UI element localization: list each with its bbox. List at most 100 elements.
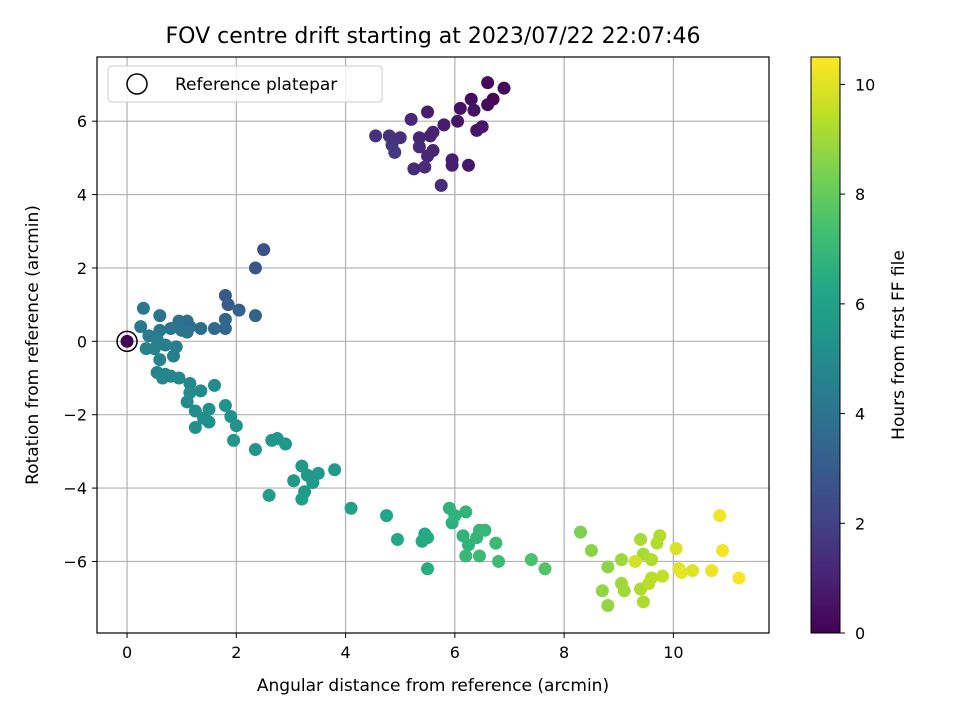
data-point	[232, 303, 246, 317]
data-point	[194, 321, 208, 335]
data-point	[404, 112, 418, 126]
data-point	[617, 584, 631, 598]
reference-platepar-marker	[116, 330, 138, 353]
data-point	[655, 569, 669, 583]
data-point	[180, 395, 194, 409]
data-point	[636, 595, 650, 609]
legend-marker-icon	[126, 73, 148, 95]
data-point	[202, 415, 216, 429]
data-point	[295, 492, 309, 506]
data-point	[426, 125, 440, 139]
data-point	[459, 549, 473, 563]
data-point	[166, 349, 180, 363]
y-tick-label: 2	[77, 259, 87, 278]
x-tick-label: 0	[122, 643, 132, 662]
legend-box	[107, 65, 383, 103]
data-point	[628, 554, 642, 568]
x-tick-label: 10	[663, 643, 683, 662]
data-point	[481, 98, 495, 112]
data-point	[139, 342, 153, 356]
data-point	[497, 81, 511, 95]
data-point	[311, 466, 325, 480]
data-point	[262, 488, 276, 502]
data-point	[415, 534, 429, 548]
colorbar-label: Hours from first FF file	[889, 250, 909, 440]
y-tick-label: 6	[77, 112, 87, 131]
y-tick-label: −2	[63, 406, 87, 425]
data-point	[421, 149, 435, 163]
legend: Reference platepar	[107, 65, 383, 103]
data-point	[164, 321, 178, 335]
data-point	[248, 443, 262, 457]
data-point	[459, 505, 473, 519]
data-point	[407, 162, 421, 176]
data-point	[574, 525, 588, 539]
x-axis-ticks: 0 2 4 6 8 10	[122, 633, 684, 662]
data-point	[421, 562, 435, 576]
data-point	[645, 553, 659, 567]
data-point	[524, 553, 538, 567]
data-point	[445, 158, 459, 172]
data-point	[451, 114, 465, 128]
data-point	[218, 312, 232, 326]
data-point	[328, 463, 342, 477]
y-axis-ticks: −6 −4 −2 0 2 4 6	[63, 112, 97, 571]
chart-title: FOV centre drift starting at 2023/07/22 …	[166, 24, 701, 49]
data-point	[492, 554, 506, 568]
data-point	[153, 309, 167, 323]
data-point	[538, 562, 552, 576]
y-tick-label: −4	[63, 479, 87, 498]
data-point	[434, 178, 448, 192]
colorbar-tick-label: 10	[855, 75, 875, 94]
data-point	[614, 553, 628, 567]
data-point	[601, 598, 615, 612]
y-tick-label: 4	[77, 186, 87, 205]
data-point	[120, 334, 134, 348]
data-point	[584, 543, 598, 557]
data-point	[675, 565, 689, 579]
plot-frame	[96, 56, 770, 634]
data-point	[437, 118, 451, 132]
data-point	[464, 92, 478, 106]
data-point	[421, 105, 435, 119]
y-tick-label: 0	[77, 332, 87, 351]
data-point	[489, 536, 503, 550]
colorbar-tick-label: 0	[855, 624, 865, 643]
data-point	[467, 103, 481, 117]
data-point	[344, 501, 358, 515]
data-point	[475, 120, 489, 134]
data-point	[595, 584, 609, 598]
data-point	[732, 571, 746, 585]
data-point	[448, 509, 462, 523]
data-point	[278, 437, 292, 451]
data-point	[380, 509, 394, 523]
colorbar-tick-label: 2	[855, 514, 865, 533]
data-point	[221, 298, 235, 312]
data-point	[478, 523, 492, 537]
data-point	[227, 433, 241, 447]
legend-label: Reference platepar	[175, 75, 337, 95]
data-point	[134, 320, 148, 334]
y-tick-label: −6	[63, 552, 87, 571]
colorbar-tick-label: 8	[855, 185, 865, 204]
data-point	[207, 321, 221, 335]
data-point	[412, 140, 426, 154]
data-point	[369, 129, 383, 143]
data-point	[418, 160, 432, 174]
data-point	[388, 145, 402, 159]
colorbar-tick-label: 6	[855, 295, 865, 314]
reference-point-group	[116, 330, 138, 353]
x-tick-label: 2	[231, 643, 241, 662]
data-point	[172, 371, 186, 385]
data-point	[229, 419, 243, 433]
colorbar-gradient	[811, 57, 840, 633]
data-point	[287, 474, 301, 488]
data-point	[153, 353, 167, 367]
data-point	[669, 542, 683, 556]
x-tick-label: 8	[559, 643, 569, 662]
x-tick-label: 6	[450, 643, 460, 662]
data-point	[462, 158, 476, 172]
data-point	[453, 101, 467, 115]
data-point	[412, 131, 426, 145]
